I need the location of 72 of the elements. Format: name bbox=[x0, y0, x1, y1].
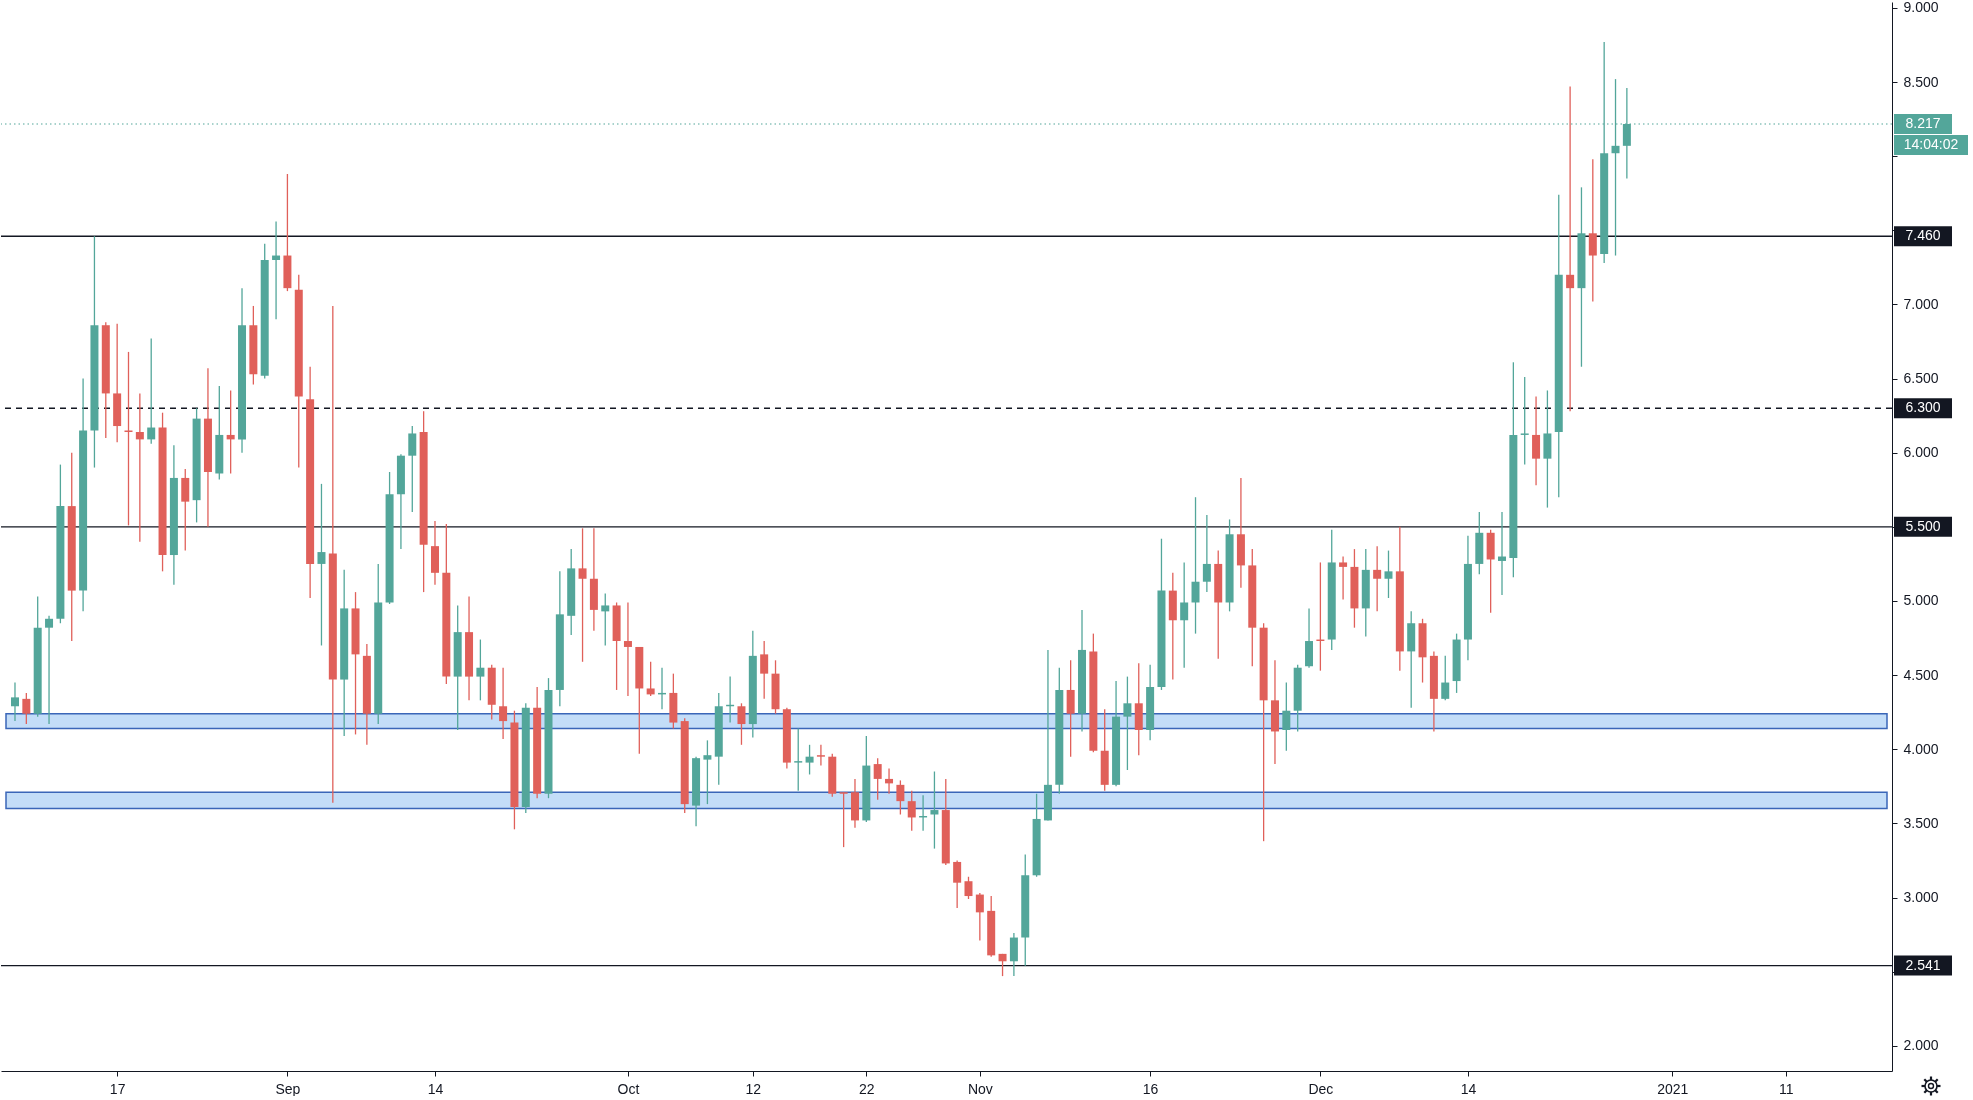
y-tick-label: 3.500 bbox=[1903, 814, 1939, 831]
candlestick bbox=[1009, 932, 1018, 977]
x-tick-label: Dec bbox=[1308, 1080, 1334, 1097]
ref-line-label: 8.217 bbox=[1905, 115, 1941, 132]
candlestick bbox=[22, 692, 31, 725]
y-tick-label: 6.500 bbox=[1903, 370, 1939, 387]
x-tick-label: Sep bbox=[275, 1080, 301, 1097]
candlestick bbox=[408, 425, 417, 513]
y-tick-label: 5.000 bbox=[1903, 592, 1939, 609]
candlestick bbox=[703, 739, 712, 805]
candlestick bbox=[896, 779, 905, 816]
candlestick bbox=[1373, 545, 1382, 613]
candlestick bbox=[124, 351, 133, 527]
candlestick bbox=[1339, 555, 1348, 601]
candlestick bbox=[839, 791, 848, 848]
candlestick bbox=[975, 892, 984, 942]
candlestick bbox=[135, 392, 144, 543]
candlestick bbox=[1282, 681, 1291, 752]
candlestick bbox=[760, 640, 769, 700]
x-tick-label: 16 bbox=[1142, 1080, 1159, 1097]
candlestick bbox=[10, 681, 19, 722]
y-tick-label: 9.000 bbox=[1903, 0, 1939, 16]
y-tick-label: 7.000 bbox=[1903, 295, 1939, 312]
y-tick-label: 6.000 bbox=[1903, 444, 1939, 461]
candlestick bbox=[953, 859, 962, 909]
candlestick bbox=[1384, 549, 1393, 599]
candlestick bbox=[816, 744, 825, 767]
ref-line-label: 5.500 bbox=[1905, 517, 1941, 534]
candlestick bbox=[1180, 561, 1189, 669]
x-tick-label: 2021 bbox=[1657, 1080, 1689, 1097]
candlestick bbox=[794, 727, 803, 792]
y-tick-label: 4.500 bbox=[1903, 666, 1939, 683]
candlestick bbox=[805, 744, 814, 776]
x-tick-label: 14 bbox=[1460, 1080, 1477, 1097]
candlestick bbox=[1066, 659, 1075, 758]
text: 14:04:02 bbox=[1903, 136, 1959, 153]
candlestick bbox=[1566, 85, 1575, 412]
candlestick bbox=[476, 638, 485, 701]
ref-line-label: 6.300 bbox=[1905, 399, 1941, 416]
x-tick-label: 11 bbox=[1779, 1080, 1794, 1097]
y-tick-label: 8.500 bbox=[1903, 73, 1939, 90]
candlestick bbox=[1441, 655, 1450, 701]
candlestick bbox=[907, 790, 916, 832]
x-tick-label: 14 bbox=[427, 1080, 444, 1097]
y-tick-label: 4.000 bbox=[1903, 740, 1939, 757]
candlestick bbox=[181, 468, 190, 552]
candlestick bbox=[317, 483, 326, 647]
candlestick bbox=[1588, 158, 1597, 303]
x-tick-label: 12 bbox=[745, 1080, 762, 1097]
candlestick bbox=[1520, 376, 1529, 466]
x-tick-label: 22 bbox=[859, 1080, 875, 1097]
candlestick bbox=[1191, 496, 1200, 635]
ref-line-label: 7.460 bbox=[1905, 227, 1941, 244]
x-tick-label: Oct bbox=[617, 1080, 640, 1097]
candlestick bbox=[873, 757, 882, 801]
candlestick bbox=[499, 667, 508, 740]
candlestick bbox=[646, 661, 655, 697]
candlestick bbox=[45, 615, 54, 725]
candlestick bbox=[623, 601, 632, 697]
ref-line-label: 2.541 bbox=[1905, 956, 1941, 973]
candlestick bbox=[147, 337, 156, 445]
candlestick bbox=[964, 876, 973, 900]
y-tick-label: 2.000 bbox=[1903, 1037, 1939, 1054]
candlestick bbox=[737, 702, 746, 746]
candlestick bbox=[1202, 514, 1211, 593]
candlestick bbox=[601, 592, 610, 647]
x-tick-label: Nov bbox=[967, 1080, 993, 1097]
candlestick bbox=[1123, 675, 1132, 771]
y-tick-label: 3.000 bbox=[1903, 889, 1939, 906]
candlestick bbox=[578, 527, 587, 663]
candlestick bbox=[1532, 395, 1541, 486]
x-tick-label: 17 bbox=[109, 1080, 126, 1097]
